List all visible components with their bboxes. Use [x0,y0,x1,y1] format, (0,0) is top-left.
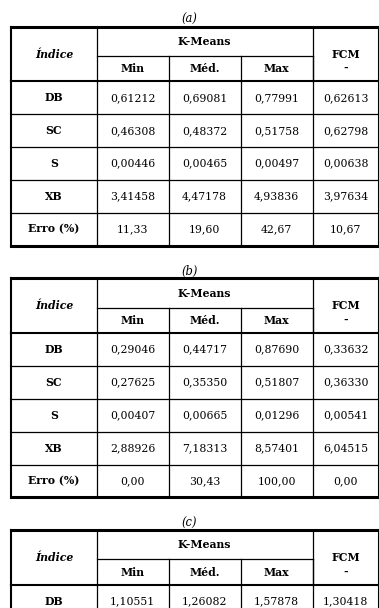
Text: XB: XB [45,191,63,202]
Text: Erro (%): Erro (%) [28,475,80,486]
Text: FCM: FCM [332,49,360,60]
Text: SC: SC [46,377,62,388]
Text: 0,00497: 0,00497 [254,159,299,168]
Text: 0,51807: 0,51807 [254,378,299,387]
Text: 0,27625: 0,27625 [110,378,155,387]
Text: 3,41458: 3,41458 [110,192,155,201]
Text: 7,18313: 7,18313 [182,443,227,453]
Text: 0,48372: 0,48372 [182,126,227,136]
Text: 42,67: 42,67 [261,224,292,234]
Text: 3,97634: 3,97634 [323,192,368,201]
Text: 0,29046: 0,29046 [110,345,155,354]
Text: Méd.: Méd. [190,63,220,74]
Text: -: - [343,63,348,74]
Text: -: - [343,567,348,578]
Text: 0,00465: 0,00465 [182,159,227,168]
Text: 0,00: 0,00 [334,476,358,486]
Text: 0,00446: 0,00446 [110,159,155,168]
Text: 1,26082: 1,26082 [182,596,227,606]
Text: 0,00: 0,00 [121,476,145,486]
Text: Max: Max [264,315,290,326]
Text: (b): (b) [181,265,198,278]
Text: 0,00407: 0,00407 [110,410,155,420]
Text: 0,62798: 0,62798 [323,126,368,136]
Text: Índice: Índice [35,49,73,60]
Text: S: S [50,158,58,169]
Text: Índice: Índice [35,552,73,563]
Text: 0,62613: 0,62613 [323,93,369,103]
Text: 0,35350: 0,35350 [182,378,227,387]
Text: K-Means: K-Means [178,539,232,550]
Text: 4,47178: 4,47178 [182,192,227,201]
Text: 0,69081: 0,69081 [182,93,227,103]
Text: 0,46308: 0,46308 [110,126,155,136]
Text: 30,43: 30,43 [189,476,220,486]
Text: 4,93836: 4,93836 [254,192,299,201]
Text: (a): (a) [182,13,197,26]
Text: 2,88926: 2,88926 [110,443,155,453]
Text: 8,57401: 8,57401 [254,443,299,453]
Text: 1,30418: 1,30418 [323,596,368,606]
Text: 100,00: 100,00 [257,476,296,486]
Text: DB: DB [45,596,63,607]
Text: 19,60: 19,60 [189,224,220,234]
Text: 0,00638: 0,00638 [323,159,369,168]
Text: Erro (%): Erro (%) [28,224,80,235]
Text: 0,33632: 0,33632 [323,345,369,354]
Text: 0,00541: 0,00541 [323,410,368,420]
Text: XB: XB [45,443,63,454]
Text: 6,04515: 6,04515 [323,443,368,453]
Text: 1,57878: 1,57878 [254,596,299,606]
Text: 0,36330: 0,36330 [323,378,369,387]
Text: -: - [343,315,348,326]
Text: K-Means: K-Means [178,36,232,47]
Text: Méd.: Méd. [190,315,220,326]
Text: 10,67: 10,67 [330,224,362,234]
Text: 0,00665: 0,00665 [182,410,227,420]
Text: Max: Max [264,63,290,74]
Text: 0,44717: 0,44717 [182,345,227,354]
Text: 0,87690: 0,87690 [254,345,299,354]
Text: 0,01296: 0,01296 [254,410,299,420]
Text: 0,77991: 0,77991 [254,93,299,103]
Text: Min: Min [121,63,145,74]
Text: FCM: FCM [332,300,360,311]
Text: Índice: Índice [35,300,73,311]
Text: 0,61212: 0,61212 [110,93,155,103]
Text: Min: Min [121,315,145,326]
Text: SC: SC [46,125,62,136]
Text: (c): (c) [182,517,197,530]
Text: Max: Max [264,567,290,578]
Text: 0,51758: 0,51758 [254,126,299,136]
Text: DB: DB [45,92,63,103]
Text: 1,10551: 1,10551 [110,596,155,606]
Text: Méd.: Méd. [190,567,220,578]
Text: S: S [50,410,58,421]
Text: K-Means: K-Means [178,288,232,299]
Text: 11,33: 11,33 [117,224,149,234]
Text: FCM: FCM [332,552,360,563]
Text: Min: Min [121,567,145,578]
Text: DB: DB [45,344,63,355]
